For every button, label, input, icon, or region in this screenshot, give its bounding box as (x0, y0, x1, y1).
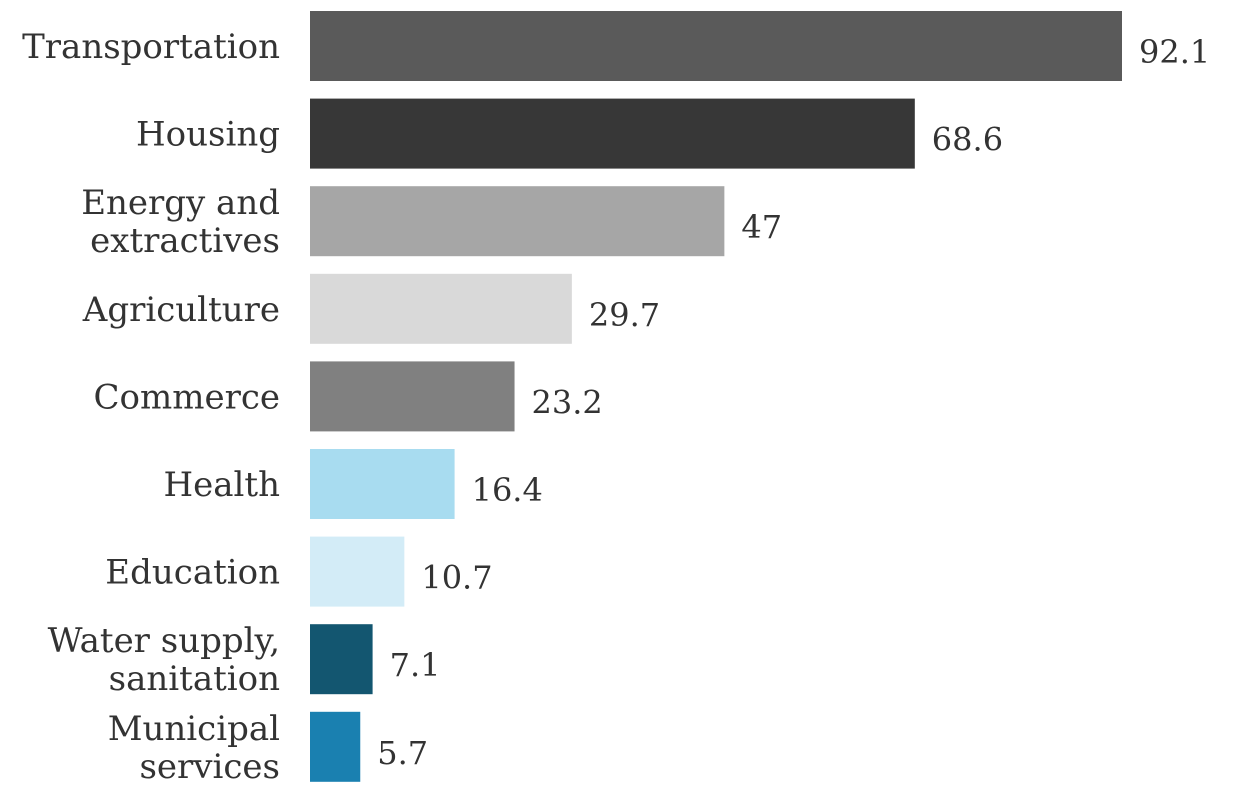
bars-group (310, 11, 1122, 782)
category-label-line: Municipal (108, 709, 280, 749)
bar (310, 711, 361, 782)
category-label: Energy and extractives (81, 183, 280, 261)
data-label: 16.4 (472, 471, 543, 509)
data-label: 10.7 (421, 559, 492, 597)
category-label: Transportation (22, 27, 280, 67)
category-label: Agriculture (82, 290, 280, 330)
category-label-line: sanitation (109, 659, 280, 699)
category-label: Health (164, 465, 280, 505)
category-label: Municipal services (108, 709, 280, 787)
bar (310, 186, 725, 257)
category-label: Housing (136, 115, 280, 155)
bar (310, 536, 405, 607)
value-labels-group: 92.1 68.6 47 29.7 23.2 16.4 10.7 7.1 5.7 (377, 33, 1210, 772)
category-label-line: Agriculture (82, 290, 280, 330)
bar (310, 361, 515, 432)
bar (310, 98, 915, 169)
category-label: Education (105, 553, 280, 593)
category-label: Commerce (93, 377, 280, 417)
data-label: 92.1 (1139, 33, 1210, 71)
category-label-line: Education (105, 553, 280, 593)
data-label: 7.1 (390, 646, 441, 684)
bar (310, 624, 373, 695)
category-labels-group: Transportation Housing Energy and extractiv… (22, 27, 280, 787)
category-label-line: Health (164, 465, 280, 505)
category-label-line: Water supply, (48, 621, 280, 661)
category-label-line: Energy and (81, 183, 280, 223)
data-label: 5.7 (377, 734, 428, 772)
category-label-line: Transportation (22, 27, 280, 67)
category-label-line: Commerce (93, 377, 280, 417)
bar (310, 11, 1122, 81)
data-label: 47 (741, 208, 782, 246)
category-label-line: services (139, 747, 280, 787)
category-label-line: Housing (136, 115, 280, 155)
bar (310, 449, 455, 519)
data-label: 23.2 (532, 383, 603, 421)
data-label: 68.6 (932, 121, 1003, 159)
category-label: Water supply, sanitation (48, 621, 280, 699)
category-label-line: extractives (90, 221, 280, 261)
bar (310, 273, 572, 344)
data-label: 29.7 (589, 296, 660, 334)
